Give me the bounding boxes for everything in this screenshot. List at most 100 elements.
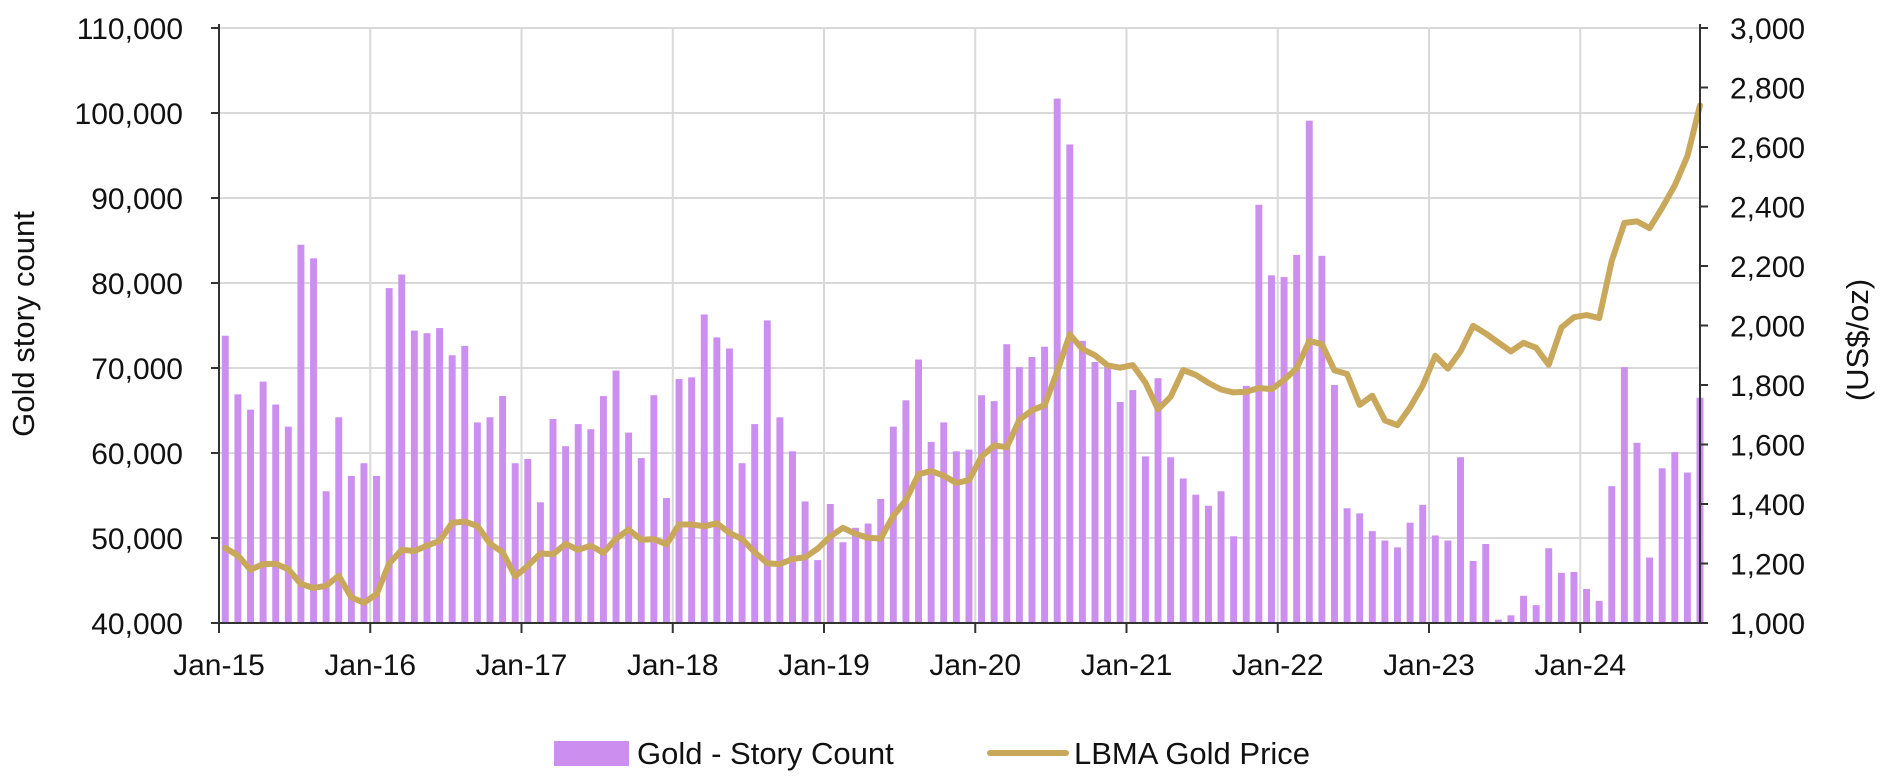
- bar-story-count: [675, 379, 683, 623]
- bar-story-count: [1658, 468, 1666, 623]
- gridlines: [218, 27, 1700, 624]
- legend-swatch-story-count: [554, 741, 629, 766]
- bar-story-count: [1230, 536, 1238, 623]
- bar-story-count: [1394, 547, 1401, 623]
- y-tick-label: 70,000: [91, 353, 183, 386]
- y2-tick-label: 2,600: [1730, 132, 1805, 165]
- bar-story-count: [965, 449, 973, 623]
- bar-story-count: [562, 446, 570, 623]
- bar-story-count: [952, 451, 960, 623]
- bar-story-count: [1091, 362, 1099, 623]
- bar-story-count: [852, 527, 859, 623]
- bar-story-count: [1507, 615, 1515, 623]
- bar-story-count: [1116, 402, 1124, 623]
- bar-story-count: [272, 404, 280, 623]
- bar-story-count: [1293, 254, 1301, 623]
- bar-story-count: [864, 523, 872, 623]
- bar-story-count: [1141, 456, 1149, 623]
- bar-story-count: [1028, 356, 1036, 623]
- y-tick-label: 80,000: [91, 268, 183, 301]
- x-tick-label: Jan-18: [627, 649, 719, 682]
- bar-story-count: [1494, 619, 1502, 623]
- bar-story-count: [1305, 120, 1313, 624]
- bar-story-count: [335, 417, 343, 623]
- bar-story-count: [1406, 522, 1414, 623]
- bar-story-count: [889, 426, 897, 623]
- bar-story-count: [1557, 572, 1565, 623]
- bar-story-count: [524, 458, 532, 623]
- bar-story-count: [902, 400, 910, 623]
- y2-tick-label: 1,000: [1730, 608, 1805, 641]
- bar-story-count: [310, 258, 317, 623]
- y2-tick-label: 1,200: [1730, 549, 1805, 582]
- bar-story-count: [688, 377, 696, 623]
- bar-story-count: [1583, 589, 1591, 623]
- bar-story-count: [1683, 472, 1691, 623]
- y2-axis-title: (US$/oz): [1840, 279, 1875, 401]
- bar-story-count: [1129, 390, 1137, 623]
- legend-label-story-count: Gold - Story Count: [637, 736, 894, 771]
- axes: 40,000 50,000 60,000 70,000 80,000 90,000 100,…: [75, 13, 1806, 682]
- x-tick-label: Jan-24: [1534, 649, 1626, 682]
- bar-story-count: [1204, 505, 1212, 623]
- bar-story-count: [1620, 367, 1628, 623]
- bar-story-count: [410, 330, 418, 623]
- y-tick-label: 60,000: [91, 438, 183, 471]
- x-tick-label: Jan-23: [1383, 649, 1475, 682]
- bar-story-count: [1192, 494, 1200, 623]
- bar-story-count: [751, 424, 759, 623]
- bar-story-count: [700, 314, 708, 623]
- bar-story-count: [1419, 504, 1427, 623]
- bar-story-count: [1532, 605, 1540, 623]
- bar-story-count: [1167, 457, 1175, 623]
- bar-story-count: [247, 409, 254, 623]
- bar-story-count: [1595, 600, 1603, 623]
- bar-story-count: [1104, 362, 1112, 623]
- bar-story-count: [776, 417, 784, 623]
- bar-story-count: [549, 419, 557, 623]
- bar-story-count: [511, 463, 519, 623]
- bar-story-count: [1066, 144, 1074, 623]
- bar-story-count: [473, 422, 481, 623]
- bar-story-count: [1457, 457, 1464, 623]
- y-tick-label: 90,000: [91, 183, 183, 216]
- x-tick-label: Jan-20: [929, 649, 1021, 682]
- bar-story-count: [1431, 535, 1439, 623]
- y2-tick-label: 2,000: [1730, 311, 1805, 344]
- bar-story-count: [978, 395, 986, 623]
- bar-story-count: [385, 288, 393, 623]
- bar-story-count: [839, 542, 847, 623]
- bar-story-count: [1608, 486, 1616, 623]
- y2-tick-label: 1,600: [1730, 430, 1805, 463]
- bar-story-count: [1570, 572, 1578, 623]
- bar-story-count: [1280, 277, 1288, 623]
- y2-tick-label: 2,200: [1730, 251, 1805, 284]
- y2-tick-label: 1,400: [1730, 489, 1805, 522]
- bar-story-count: [1179, 478, 1187, 623]
- y2-tick-label: 2,400: [1730, 192, 1805, 225]
- bar-story-count: [1520, 595, 1528, 623]
- bar-story-count: [877, 498, 885, 623]
- bar-story-count: [1545, 548, 1553, 623]
- bar-story-count: [587, 429, 595, 623]
- bar-story-count: [1003, 344, 1011, 623]
- bar-story-count: [1482, 543, 1490, 623]
- legend-label-gold-price: LBMA Gold Price: [1074, 736, 1310, 771]
- bar-story-count: [234, 394, 242, 623]
- bar-story-count: [1078, 340, 1086, 623]
- bar-story-count: [1343, 508, 1351, 623]
- bar-story-count: [713, 337, 721, 623]
- bar-story-count: [347, 475, 355, 623]
- y-axis-title: Gold story count: [6, 211, 41, 437]
- bar-story-count: [1267, 275, 1275, 623]
- x-tick-label: Jan-16: [324, 649, 416, 682]
- bar-story-count: [1356, 513, 1364, 623]
- line-gold-price: [222, 102, 1703, 606]
- bar-story-count: [360, 463, 368, 623]
- y2-tick-label: 1,800: [1730, 370, 1805, 403]
- bar-story-count: [599, 396, 607, 623]
- bar-story-count: [1053, 98, 1061, 624]
- bar-story-count: [373, 475, 381, 623]
- x-tick-label: Jan-15: [173, 649, 265, 682]
